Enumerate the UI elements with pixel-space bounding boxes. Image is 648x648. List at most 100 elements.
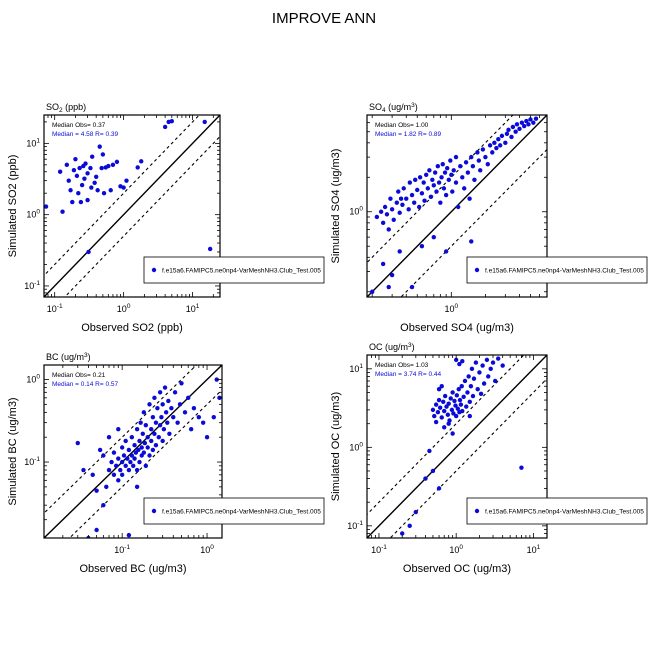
- data-point: [475, 387, 480, 392]
- data-point: [504, 131, 510, 136]
- y-tick-label: 100: [349, 441, 363, 452]
- panel-label: BC (ug/m3): [46, 352, 91, 362]
- data-point: [430, 407, 436, 413]
- legend-marker: [151, 508, 157, 514]
- x-tick-label: 100: [200, 544, 214, 555]
- panel-2: 100 100 SO4 (ug/m3) Observed SO4 (ug/m3) Sim…: [330, 102, 648, 334]
- data-point: [175, 420, 180, 425]
- one-to-one-line: [367, 115, 547, 297]
- data-point: [110, 162, 116, 168]
- data-point: [467, 196, 472, 201]
- median-sim-text: Median = 4.58 R= 0.39: [52, 131, 119, 138]
- data-point: [443, 192, 449, 198]
- data-point: [101, 453, 106, 458]
- data-point: [382, 204, 388, 210]
- data-point: [85, 197, 90, 203]
- data-point: [378, 209, 384, 214]
- data-point: [467, 399, 472, 405]
- y-tick-label: 10-1: [347, 520, 363, 531]
- data-point: [128, 459, 133, 465]
- data-point: [416, 204, 422, 210]
- data-point: [134, 484, 140, 490]
- reference-lines: [367, 115, 547, 297]
- data-point: [97, 447, 103, 453]
- data-point: [89, 154, 95, 159]
- data-point: [435, 410, 441, 415]
- median-obs-text: Median Obs= 0.37: [52, 122, 106, 129]
- data-point: [182, 410, 188, 415]
- data-point: [200, 420, 206, 425]
- data-point: [439, 415, 444, 420]
- data-point: [70, 199, 75, 205]
- x-axis-label: Observed SO2 (ppb): [81, 322, 183, 334]
- data-point: [177, 402, 183, 407]
- x-tick-label: 100: [449, 544, 463, 555]
- legend: f.e15a6.FAMIPC5.ne0np4-VarMeshNH3.Club_T…: [466, 497, 648, 525]
- data-point: [514, 122, 520, 127]
- data-point: [465, 170, 471, 175]
- data-point: [480, 363, 485, 368]
- data-point: [424, 172, 429, 178]
- data-point: [445, 412, 451, 417]
- data-point: [411, 200, 417, 205]
- data-point: [469, 239, 474, 244]
- median-obs-text: Median Obs= 0.21: [52, 372, 106, 379]
- data-point: [132, 442, 137, 448]
- reference-lines: [44, 115, 220, 297]
- y-tick-label: 101: [26, 137, 40, 148]
- data-point: [449, 172, 454, 178]
- data-point: [459, 384, 464, 389]
- data-point: [417, 175, 423, 180]
- data-point: [499, 133, 505, 139]
- data-point: [495, 356, 501, 361]
- legend-marker: [151, 267, 157, 273]
- data-point: [123, 438, 128, 444]
- data-point: [152, 431, 157, 436]
- panel-1: 10-1 100 101 10-1 100 101 SO2 (ppb) Observed SO…: [7, 102, 325, 334]
- data-point: [132, 456, 137, 461]
- data-point: [106, 163, 111, 169]
- data-point: [92, 180, 97, 185]
- data-point: [428, 194, 434, 200]
- data-point: [452, 398, 457, 404]
- data-point: [436, 180, 442, 185]
- data-point: [100, 152, 106, 157]
- data-points: [75, 377, 222, 538]
- data-point: [465, 390, 470, 395]
- data-point: [163, 410, 169, 415]
- data-point: [119, 445, 125, 450]
- data-point: [406, 207, 411, 212]
- data-points: [369, 116, 539, 294]
- data-point: [152, 395, 157, 401]
- data-point: [150, 414, 156, 420]
- data-point: [147, 402, 152, 407]
- x-tick-label: 100: [117, 303, 131, 314]
- data-point: [77, 165, 82, 171]
- data-point: [427, 168, 432, 173]
- data-point: [438, 200, 443, 205]
- data-point: [409, 192, 415, 198]
- median-sim-text: Median = 3.74 R= 0.44: [375, 371, 442, 378]
- data-point: [469, 154, 474, 160]
- data-point: [462, 378, 468, 384]
- data-point: [118, 467, 123, 473]
- data-point: [468, 384, 474, 389]
- data-point: [186, 395, 191, 401]
- data-point: [513, 129, 518, 134]
- data-point: [449, 407, 455, 413]
- data-point: [81, 467, 86, 473]
- data-point: [391, 217, 396, 223]
- data-point: [422, 198, 427, 203]
- panel-3: 10-1 100 10-1 100 BC (ug/m3) Observed BC (ug/…: [7, 352, 325, 575]
- data-point: [442, 425, 447, 430]
- y-axis-label: Simulated SO4 (ug/m3): [330, 149, 342, 264]
- data-point: [477, 370, 482, 375]
- data-point: [441, 186, 447, 191]
- legend: f.e15a6.FAMIPC5.ne0np4-VarMeshNH3.Club_T…: [143, 256, 325, 284]
- data-point: [74, 173, 80, 179]
- legend-label: f.e15a6.FAMIPC5.ne0np4-VarMeshNH3.Club_T…: [485, 268, 644, 275]
- reference-lines: [44, 365, 222, 538]
- x-axis-label: Observed BC (ug/m3): [80, 563, 187, 575]
- data-point: [448, 158, 453, 163]
- data-point: [156, 434, 161, 440]
